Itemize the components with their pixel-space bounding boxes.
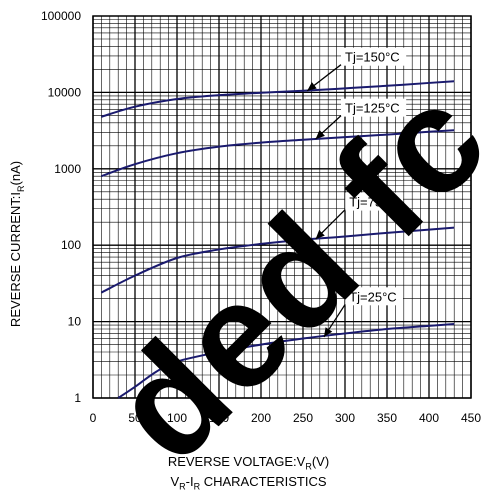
annotation-label-1: Tj=125°C bbox=[345, 101, 400, 116]
y-tick-label: 100000 bbox=[41, 9, 81, 23]
annotation-bg-2 bbox=[345, 192, 403, 211]
series-line-1 bbox=[101, 129, 455, 178]
plot-frame bbox=[92, 15, 472, 399]
chart-caption: VR-IR CHARACTERISTICS bbox=[170, 474, 327, 492]
annotation-label-3: Tj=25°C bbox=[349, 289, 396, 304]
annotation-bg-0 bbox=[341, 47, 407, 66]
y-tick-label: 100 bbox=[61, 238, 81, 252]
x-tick-label: 400 bbox=[419, 411, 439, 425]
annotation-arrowhead-1 bbox=[315, 130, 325, 140]
x-tick-label: 150 bbox=[209, 411, 229, 425]
series-line-3 bbox=[117, 323, 455, 399]
x-tick-label: 300 bbox=[335, 411, 355, 425]
annotation-label-2: Tj=75°C bbox=[349, 195, 396, 210]
annotation-bg-1 bbox=[341, 98, 407, 117]
annotation-arrowhead-3 bbox=[324, 327, 333, 337]
x-tick-label: 450 bbox=[461, 411, 481, 425]
y-axis-label: REVERSE CURRENT:IR(nA) bbox=[8, 160, 26, 328]
annotation-bg-3 bbox=[345, 287, 403, 306]
series-line-2 bbox=[100, 226, 455, 294]
annotation-arrowhead-2 bbox=[315, 229, 325, 240]
x-tick-label: 0 bbox=[90, 411, 97, 425]
series-line-0 bbox=[101, 80, 455, 118]
y-tick-label: 10 bbox=[68, 315, 82, 329]
series-lines bbox=[100, 80, 455, 399]
annotation-label-0: Tj=150°C bbox=[345, 50, 400, 65]
x-axis-label: REVERSE VOLTAGE:VR(V) bbox=[167, 454, 330, 472]
x-tick-label: 200 bbox=[251, 411, 271, 425]
x-tick-label: 100 bbox=[167, 411, 187, 425]
y-tick-label: 1000 bbox=[54, 162, 81, 176]
annotation-arrowhead-0 bbox=[307, 82, 317, 91]
y-tick-label: 10000 bbox=[48, 85, 82, 99]
x-tick-label: 50 bbox=[128, 411, 142, 425]
x-tick-label: 250 bbox=[293, 411, 313, 425]
y-tick-label: 1 bbox=[74, 391, 81, 405]
y-tick-labels: 1 10 100 1000 10000 100000 bbox=[41, 9, 81, 405]
annotations: Tj=150°C Tj=125°C Tj=75°C Tj=25°C bbox=[306, 47, 407, 338]
x-tick-labels: 0 50 100 150 200 250 300 350 400 450 bbox=[90, 411, 482, 425]
x-tick-label: 350 bbox=[377, 411, 397, 425]
